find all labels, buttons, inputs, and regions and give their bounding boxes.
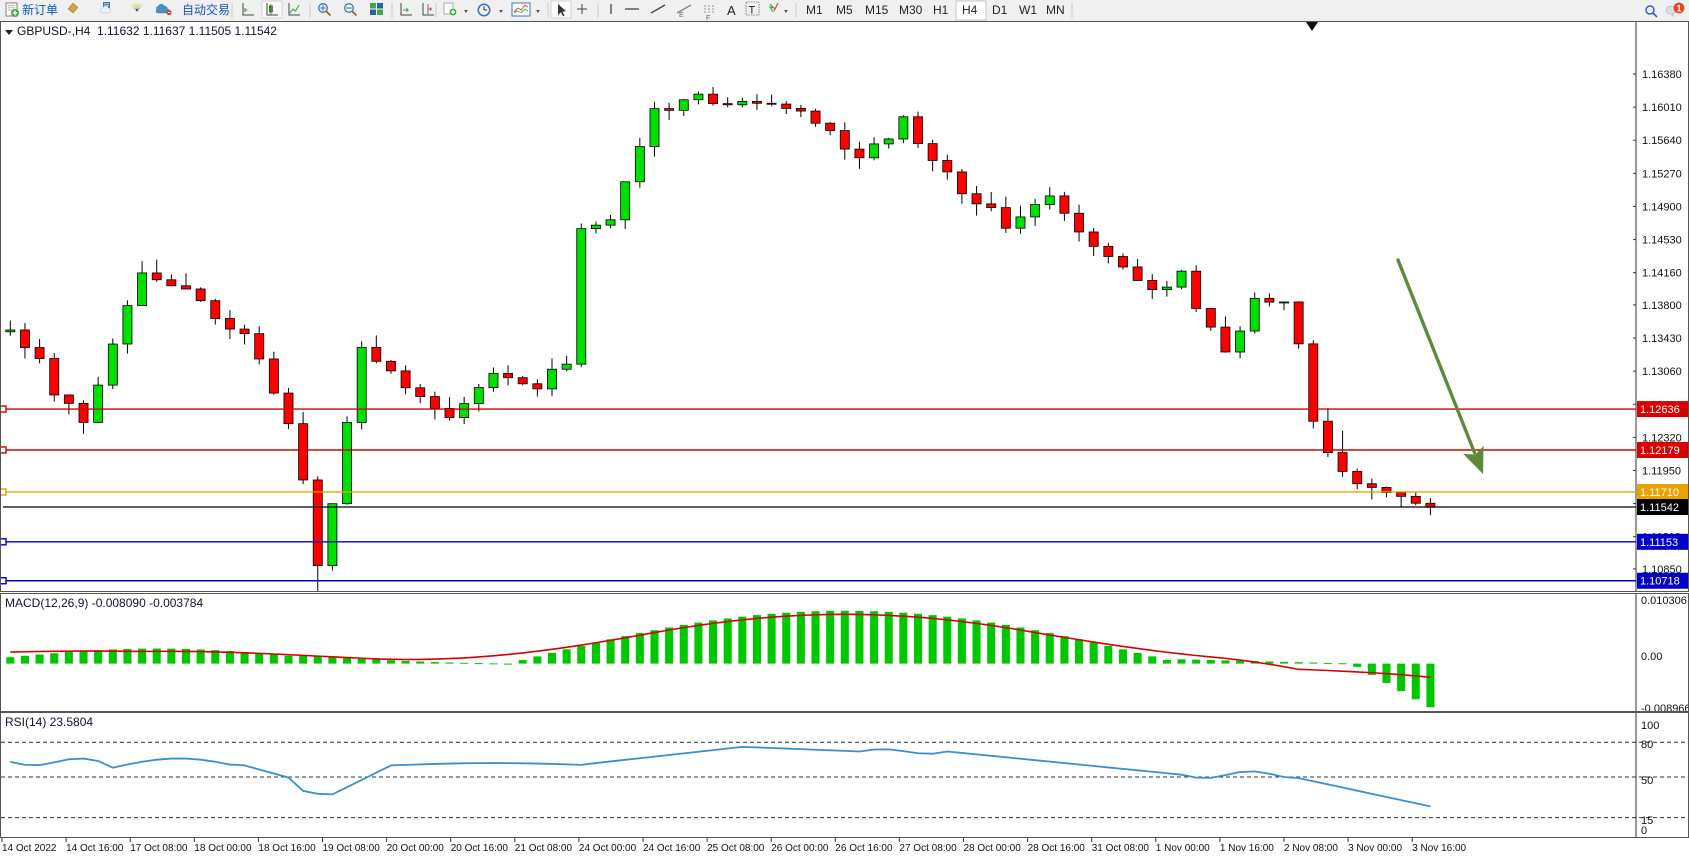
svg-text:28 Oct 00:00: 28 Oct 00:00 <box>964 843 1022 854</box>
svg-text:14 Oct 16:00: 14 Oct 16:00 <box>66 843 124 854</box>
svg-text:1.14160: 1.14160 <box>1642 268 1682 280</box>
svg-text:20 Oct 00:00: 20 Oct 00:00 <box>387 843 445 854</box>
svg-text:1.12636: 1.12636 <box>1640 404 1680 416</box>
svg-text:H4: H4 <box>962 3 978 17</box>
svg-text:E: E <box>679 12 684 19</box>
svg-text:50: 50 <box>1641 775 1653 787</box>
svg-text:1.13800: 1.13800 <box>1642 300 1682 312</box>
svg-text:1.13430: 1.13430 <box>1642 333 1682 345</box>
svg-text:1.11710: 1.11710 <box>1640 487 1679 499</box>
svg-text:1 Nov 00:00: 1 Nov 00:00 <box>1156 843 1210 854</box>
svg-text:25 Oct 08:00: 25 Oct 08:00 <box>707 843 765 854</box>
svg-text:1.10718: 1.10718 <box>1640 576 1680 588</box>
svg-text:18 Oct 16:00: 18 Oct 16:00 <box>258 843 316 854</box>
svg-text:27 Oct 08:00: 27 Oct 08:00 <box>899 843 957 854</box>
svg-text:21 Oct 08:00: 21 Oct 08:00 <box>515 843 573 854</box>
svg-text:1.14900: 1.14900 <box>1642 201 1682 213</box>
svg-text:T: T <box>749 5 756 17</box>
svg-text:1: 1 <box>1676 3 1681 13</box>
svg-text:1.11153: 1.11153 <box>1640 537 1678 549</box>
svg-text:1.11950: 1.11950 <box>1642 465 1681 477</box>
svg-text:18 Oct 00:00: 18 Oct 00:00 <box>194 843 252 854</box>
svg-text:M1: M1 <box>806 3 823 17</box>
svg-text:80: 80 <box>1641 739 1653 751</box>
svg-text:A: A <box>727 3 736 18</box>
svg-text:26 Oct 16:00: 26 Oct 16:00 <box>835 843 893 854</box>
svg-text:1.13060: 1.13060 <box>1642 366 1682 378</box>
svg-text:MN: MN <box>1046 3 1065 17</box>
svg-text:17 Oct 08:00: 17 Oct 08:00 <box>130 843 188 854</box>
svg-text:1.15640: 1.15640 <box>1642 135 1682 147</box>
svg-text:24 Oct 16:00: 24 Oct 16:00 <box>643 843 701 854</box>
svg-text:1.15270: 1.15270 <box>1642 168 1682 180</box>
svg-text:自动交易: 自动交易 <box>182 2 230 17</box>
svg-text:1.11542: 1.11542 <box>1640 502 1679 514</box>
svg-text:-0.008966: -0.008966 <box>1641 703 1689 712</box>
svg-text:D1: D1 <box>992 3 1008 17</box>
svg-text:1.16380: 1.16380 <box>1642 69 1682 81</box>
svg-text:W1: W1 <box>1019 3 1037 17</box>
svg-text:26 Oct 00:00: 26 Oct 00:00 <box>771 843 829 854</box>
svg-text:0: 0 <box>1641 825 1647 837</box>
svg-text:19 Oct 08:00: 19 Oct 08:00 <box>323 843 381 854</box>
svg-text:28 Oct 16:00: 28 Oct 16:00 <box>1028 843 1086 854</box>
svg-text:24 Oct 00:00: 24 Oct 00:00 <box>579 843 637 854</box>
svg-text:0.010306: 0.010306 <box>1641 595 1687 607</box>
svg-text:M5: M5 <box>836 3 853 17</box>
svg-text:14 Oct 2022: 14 Oct 2022 <box>2 843 57 854</box>
svg-text:1.14530: 1.14530 <box>1642 235 1682 247</box>
svg-text:1.12179: 1.12179 <box>1640 445 1680 457</box>
svg-text:新订单: 新订单 <box>22 2 58 17</box>
svg-text:3 Nov 00:00: 3 Nov 00:00 <box>1348 843 1402 854</box>
svg-text:20 Oct 16:00: 20 Oct 16:00 <box>451 843 509 854</box>
svg-text:M15: M15 <box>865 3 889 17</box>
svg-text:2 Nov 08:00: 2 Nov 08:00 <box>1284 843 1338 854</box>
svg-text:0.00: 0.00 <box>1641 651 1662 663</box>
svg-text:31 Oct 08:00: 31 Oct 08:00 <box>1092 843 1150 854</box>
svg-text:M30: M30 <box>899 3 923 17</box>
svg-text:3 Nov 16:00: 3 Nov 16:00 <box>1412 843 1466 854</box>
svg-text:1.16010: 1.16010 <box>1642 102 1682 114</box>
svg-text:1 Nov 16:00: 1 Nov 16:00 <box>1220 843 1274 854</box>
svg-text:100: 100 <box>1641 720 1659 732</box>
svg-text:H1: H1 <box>933 3 949 17</box>
